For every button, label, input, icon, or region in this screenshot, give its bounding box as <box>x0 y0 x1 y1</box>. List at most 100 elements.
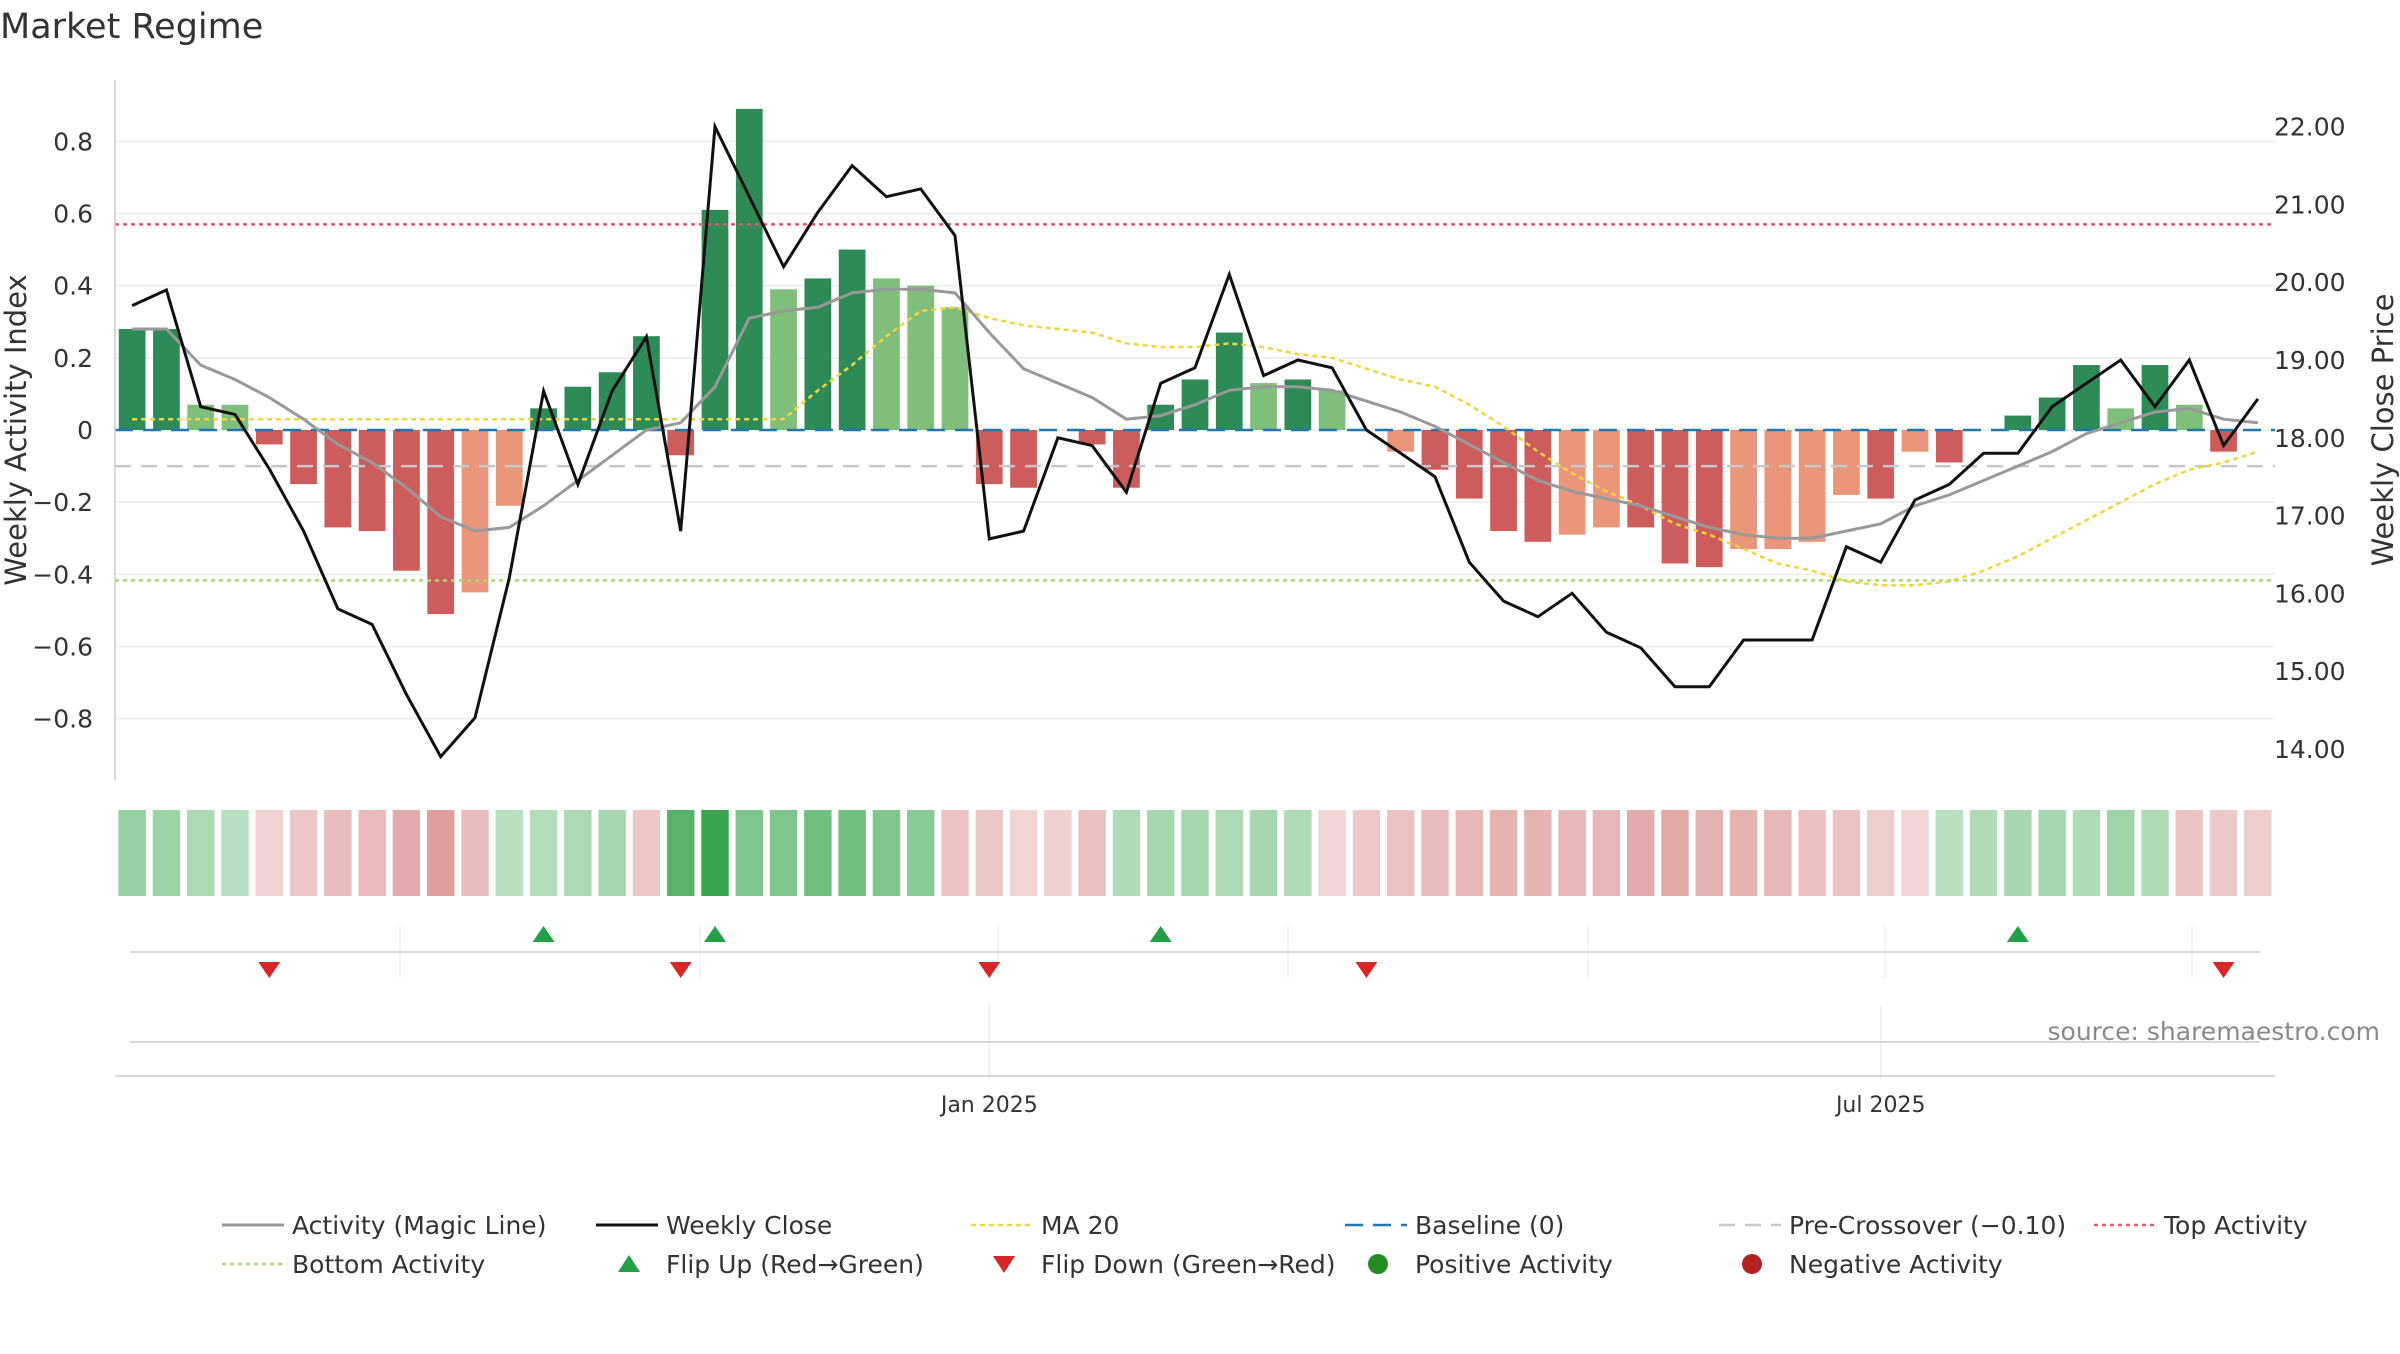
heat-cell <box>324 810 352 896</box>
heat-cell <box>529 810 558 896</box>
heat-cell <box>1421 810 1449 896</box>
activity-bar <box>2004 415 2032 430</box>
flip-up-marker <box>704 926 726 942</box>
activity-bar <box>1215 332 1243 430</box>
heat-cell <box>1558 810 1586 896</box>
weekly-close-line <box>131 121 2260 760</box>
y2-tick-label: 20.00 <box>2274 268 2346 297</box>
heat-cell <box>2175 810 2203 896</box>
activity-bar <box>1593 430 1620 528</box>
activity-bar <box>1421 430 1449 470</box>
flip-down-marker <box>2212 962 2235 978</box>
series-lines <box>131 121 2260 760</box>
legend-label: Flip Up (Red→Green) <box>666 1250 924 1279</box>
heat-cell <box>118 810 146 896</box>
heat-cell <box>1009 810 1038 896</box>
y-tick-label: −0.6 <box>32 632 93 661</box>
heat-cell <box>701 810 729 896</box>
source-credit: source: sharemaestro.com <box>2048 1017 2381 1046</box>
legend-item-flip_up: Flip Up (Red→Green) <box>618 1250 924 1279</box>
heat-cell <box>1112 810 1141 896</box>
heat-cell <box>1661 810 1689 896</box>
activity-bar <box>873 278 900 430</box>
activity-bar <box>1250 383 1277 430</box>
flip-down-marker <box>669 962 692 978</box>
activity-bar <box>1935 430 1963 463</box>
activity-bar <box>1833 430 1860 495</box>
activity-bar <box>427 430 455 615</box>
activity-bar <box>1730 430 1757 550</box>
legend-label: Baseline (0) <box>1415 1211 1564 1240</box>
heat-cell <box>1249 810 1278 896</box>
legend-label: Flip Down (Green→Red) <box>1041 1250 1336 1279</box>
activity-bar <box>153 328 180 430</box>
heat-cell <box>975 810 1003 896</box>
heat-cell <box>804 810 832 896</box>
activity-bar <box>2141 365 2169 430</box>
heat-cell <box>427 810 455 896</box>
activity-bars <box>118 108 2237 615</box>
heat-cell <box>907 810 935 896</box>
heat-cell <box>358 810 386 896</box>
y-tick-label: −0.4 <box>32 560 93 589</box>
heat-cell <box>1455 810 1483 896</box>
legend-item-magic: Activity (Magic Line) <box>222 1211 546 1240</box>
heat-cell <box>2072 810 2101 896</box>
heat-cell <box>1044 810 1072 896</box>
heat-cell <box>1695 810 1723 896</box>
legend-label: MA 20 <box>1041 1211 1119 1240</box>
flip-markers-panel <box>130 925 2260 978</box>
flip-down-marker <box>978 962 1001 978</box>
heat-cell <box>1798 810 1826 896</box>
heat-cell <box>872 810 901 896</box>
legend-item-neg: Negative Activity <box>1742 1250 2003 1279</box>
heat-cell <box>1969 810 1998 896</box>
y-axis-label: Weekly Activity Index <box>0 274 33 585</box>
heat-cell <box>1215 810 1243 896</box>
heat-cell <box>1764 810 1792 896</box>
activity-bar <box>1010 430 1037 488</box>
heat-cell <box>1181 810 1209 896</box>
activity-bar <box>461 430 489 593</box>
x-tick-label: Jan 2025 <box>939 1093 1038 1118</box>
heat-cell <box>667 810 695 896</box>
legend-label: Top Activity <box>2163 1211 2308 1240</box>
activity-bar <box>598 372 626 430</box>
heat-cell <box>2141 810 2169 896</box>
flip-up-marker <box>532 926 555 942</box>
legend-label: Activity (Magic Line) <box>292 1211 546 1240</box>
activity-bar <box>1901 430 1929 452</box>
activity-bar <box>1764 430 1792 550</box>
legend-item-flip_down: Flip Down (Green→Red) <box>993 1250 1336 1279</box>
y2-tick-label: 18.00 <box>2274 424 2346 453</box>
flip-up-marker <box>2006 926 2029 942</box>
heat-cell <box>1318 810 1346 896</box>
heat-cell <box>1627 810 1655 896</box>
legend-item-bottom: Bottom Activity <box>222 1250 485 1279</box>
x-tick-label: Jul 2025 <box>1834 1093 1926 1118</box>
level-lines <box>115 223 2275 582</box>
heat-cell <box>1489 810 1518 896</box>
activity-bar <box>1661 430 1689 564</box>
flip-down-icon <box>993 1256 1015 1273</box>
heat-cell <box>1147 810 1175 896</box>
y-tick-label: −0.8 <box>32 705 93 734</box>
axes: 0.8 0.6 0.4 0.2 0 −0.2 −0.4 −0.6 −0.8 22.00 21.00 2… <box>32 80 2346 780</box>
heat-cell <box>255 810 283 896</box>
activity-bar <box>118 328 146 430</box>
legend-item-ma20: MA 20 <box>971 1211 1119 1240</box>
activity-bar <box>1558 430 1586 535</box>
heat-cell <box>769 810 798 896</box>
heat-cell <box>735 810 763 896</box>
heat-cell <box>2004 810 2032 896</box>
y2-axis-label: Weekly Close Price <box>2366 294 2400 567</box>
y-tick-label: 0.2 <box>53 344 93 373</box>
legend-label: Negative Activity <box>1789 1250 2003 1279</box>
activity-bar <box>1798 430 1826 542</box>
y2-tick-label: 22.00 <box>2274 113 2346 142</box>
activity-bar <box>1387 430 1415 452</box>
activity-bar <box>2073 365 2100 430</box>
activity-bar <box>1318 390 1346 430</box>
